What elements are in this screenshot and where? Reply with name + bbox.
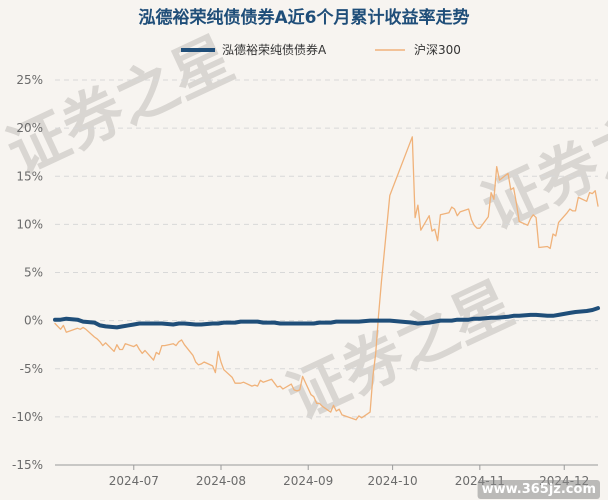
legend-label-csi300: 沪深300 [414,43,461,57]
chart-title: 泓德裕荣纯债债券A近6个月累计收益率走势 [139,7,470,28]
source-watermark-text: www.365jz.com [482,482,596,497]
x-tick-label-0: 2024-07 [109,474,159,488]
y-tick-label-7: -10% [12,410,43,424]
x-tick-label-3: 2024-10 [368,474,418,488]
x-tick-label-2: 2024-09 [283,474,333,488]
y-tick-label-4: 5% [24,266,43,280]
y-tick-label-8: -15% [12,458,43,472]
y-tick-label-0: 25% [16,73,43,87]
series-line-csi300 [54,136,599,421]
source-watermark: www.365jz.com [477,480,600,499]
plot-area [53,136,600,421]
series-line-fund [53,306,600,330]
source-watermark-bg [477,480,600,499]
x-axis: 2024-072024-082024-092024-102024-112024-… [55,464,598,488]
y-tick-label-1: 20% [16,121,43,135]
legend-label-fund: 泓德裕荣纯债债券A [222,42,327,57]
y-tick-label-5: 0% [24,314,43,328]
legend: 泓德裕荣纯债债券A 沪深300 [181,42,461,57]
y-axis: 25% 20% 15% 10% 5% 0% -5% -10% -15% [12,73,43,472]
y-tick-label-2: 15% [16,169,43,183]
y-tick-label-3: 10% [16,217,43,231]
y-tick-label-6: -5% [20,362,43,376]
x-tick-label-1: 2024-08 [196,474,246,488]
